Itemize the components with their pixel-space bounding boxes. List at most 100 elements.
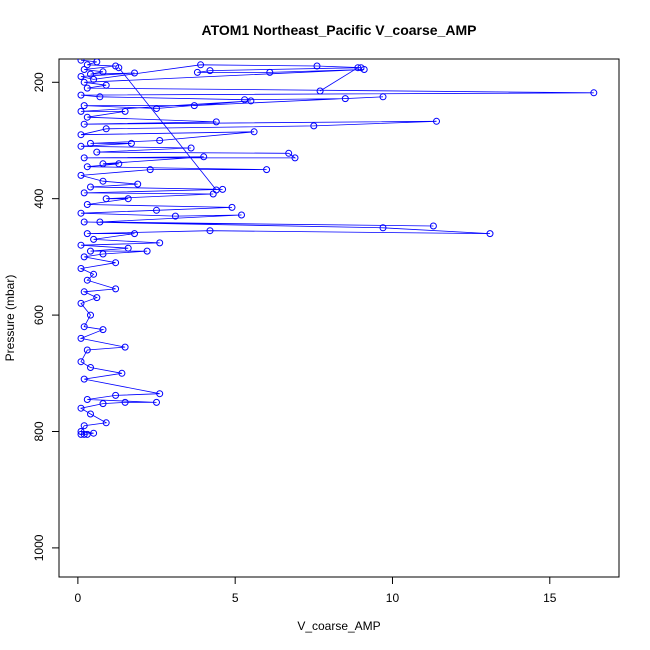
data-point [131, 69, 138, 77]
data-point [285, 149, 293, 157]
x-tick-label: 0 [75, 591, 82, 605]
data-point [379, 93, 387, 101]
data-point [93, 59, 101, 66]
y-axis-label: Pressure (mbar) [3, 275, 17, 362]
data-point [99, 177, 107, 185]
data-point [118, 369, 126, 377]
data-point [197, 61, 205, 69]
data-point [90, 75, 98, 83]
x-tick-label: 10 [386, 591, 400, 605]
data-point [77, 430, 85, 438]
data-point [83, 113, 91, 121]
data-point [354, 64, 362, 72]
data-point [102, 195, 110, 203]
data-point [83, 396, 91, 403]
data-point [429, 222, 437, 230]
data-layer [77, 59, 598, 438]
data-point [99, 160, 107, 168]
data-point [87, 410, 94, 418]
data-point [99, 68, 107, 76]
data-point [486, 230, 494, 238]
data-point [83, 346, 91, 354]
data-point [77, 404, 85, 412]
data-point [310, 122, 318, 130]
data-point [80, 422, 88, 430]
data-point [266, 68, 274, 76]
data-point [112, 259, 120, 267]
data-point [90, 429, 98, 437]
data-point [87, 247, 94, 255]
data-point [146, 166, 154, 174]
data-point [77, 131, 85, 139]
data-point [241, 96, 249, 104]
data-point [112, 285, 120, 293]
data-point [77, 73, 85, 80]
data-point [87, 183, 94, 191]
data-point [77, 334, 85, 342]
data-point [212, 118, 220, 126]
data-point [153, 206, 160, 214]
data-point [156, 390, 164, 398]
series-line-0 [79, 59, 594, 435]
x-axis: 0 5 10 15 [75, 576, 557, 605]
data-point [115, 64, 123, 72]
data-point [206, 227, 214, 235]
data-point [143, 247, 151, 255]
data-point [112, 391, 120, 399]
data-point [153, 398, 160, 406]
data-point [80, 154, 88, 162]
x-axis-label: V_coarse_AMP [297, 619, 380, 633]
data-point [124, 195, 132, 203]
data-point [93, 294, 101, 302]
data-point [124, 244, 132, 252]
data-point [102, 81, 110, 89]
data-point [190, 102, 198, 110]
data-point [433, 117, 440, 125]
data-point [250, 128, 258, 136]
data-point [99, 400, 107, 408]
data-point [83, 230, 91, 238]
data-point [77, 142, 85, 150]
data-point [99, 250, 107, 258]
data-point [80, 430, 88, 438]
data-point [379, 224, 387, 232]
data-point [206, 67, 214, 75]
data-point [263, 166, 271, 174]
data-point [77, 171, 85, 179]
data-point [590, 89, 598, 97]
data-point [131, 230, 138, 238]
data-point [153, 105, 160, 112]
data-point [193, 68, 201, 76]
data-point [134, 180, 142, 188]
series-line-2 [319, 67, 359, 92]
chart-title: ATOM1 Northeast_Pacific V_coarse_AMP [202, 22, 477, 38]
y-tick-label: 600 [32, 305, 46, 325]
data-point [156, 137, 164, 144]
data-point [80, 189, 88, 197]
data-point [200, 153, 208, 161]
data-point [80, 253, 88, 261]
data-point [83, 84, 91, 92]
plot-area [58, 58, 620, 578]
data-point [228, 203, 236, 211]
data-point [96, 93, 104, 101]
data-point [212, 186, 220, 194]
data-point [77, 265, 85, 272]
data-point [102, 419, 110, 427]
data-point [90, 270, 98, 278]
data-point [80, 78, 88, 86]
data-point [171, 212, 179, 220]
x-tick-label: 15 [543, 591, 557, 605]
data-point [313, 62, 321, 70]
y-tick-label: 800 [32, 421, 46, 441]
data-point [99, 326, 107, 334]
data-point [187, 144, 195, 152]
series-line-1 [118, 67, 217, 191]
data-point [80, 102, 88, 110]
data-point [77, 209, 85, 217]
data-point [77, 241, 85, 249]
data-point [87, 311, 94, 319]
data-point [83, 61, 91, 69]
data-point [83, 163, 91, 171]
